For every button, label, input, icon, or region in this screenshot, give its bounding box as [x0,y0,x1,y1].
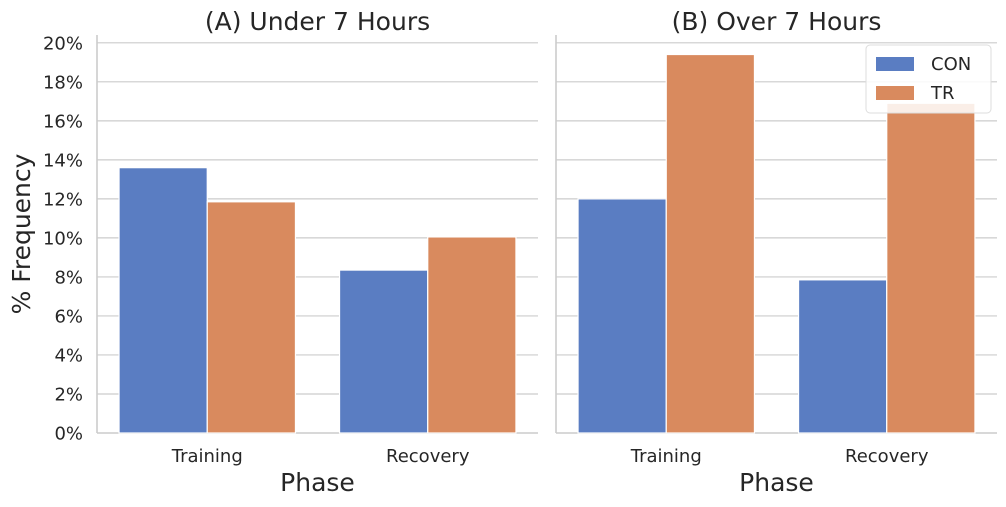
y-axis-title: % Frequency [7,153,36,314]
y-tick-label: 0% [54,424,83,445]
panel-under-7-hours: 0% 2% 4% 6% 8% 10% 12% 14% 16% 18% 20% Training Reco… [7,7,538,497]
panel-title: (A) Under 7 Hours [205,7,430,36]
bar-con-recovery [799,280,887,433]
y-tick-label: 20% [43,33,83,54]
x-axis-title: Phase [739,468,814,497]
x-tick-label: Recovery [386,446,470,467]
panel-title: (B) Over 7 Hours [672,7,882,36]
bar-tr-recovery [887,103,975,433]
bar-tr-training [207,202,295,433]
legend: CON TR [866,45,991,113]
x-tick-label: Training [171,446,243,467]
legend-swatch-con [876,57,914,71]
legend-swatch-tr [876,86,914,100]
bar-con-recovery [340,270,428,433]
bar-tr-training [666,55,754,433]
panel-over-7-hours: Training Recovery (B) Over 7 Hours Phase CON… [556,7,997,497]
bar-con-training [578,199,666,433]
y-tick-label: 8% [54,267,83,288]
legend-label-tr: TR [930,83,955,104]
x-axis-title: Phase [280,468,355,497]
y-tick-label: 14% [43,150,83,171]
bar-con-training [119,168,207,433]
y-tick-label: 16% [43,111,83,132]
legend-label-con: CON [931,54,971,75]
y-tick-label: 18% [43,72,83,93]
y-tick-label: 12% [43,189,83,210]
y-tick-label: 2% [54,384,83,405]
x-tick-label: Recovery [845,446,929,467]
y-tick-label: 4% [54,345,83,366]
x-tick-label: Training [630,446,702,467]
legend-box [866,45,991,113]
y-tick-label: 10% [43,228,83,249]
y-tick-label: 6% [54,306,83,327]
bar-tr-recovery [428,237,516,433]
